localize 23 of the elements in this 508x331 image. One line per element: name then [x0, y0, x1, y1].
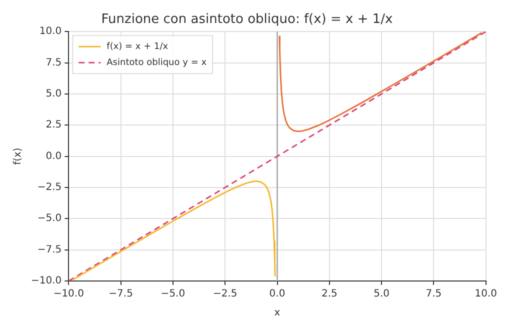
x-tick-label: 2.5: [321, 288, 338, 300]
y-tick-label: −10.0: [30, 276, 62, 287]
x-tick-label: −10.0: [53, 288, 84, 300]
x-tick-label: −2.5: [212, 288, 238, 300]
y-tick-label: −5.0: [37, 213, 62, 224]
x-tick-label: −5.0: [160, 288, 186, 300]
y-tick-label: 7.5: [46, 57, 62, 68]
legend-label: Asintoto obliquo y = x: [106, 58, 208, 68]
legend-label: f(x) = x + 1/x: [106, 42, 169, 52]
x-tick-label: −7.5: [108, 288, 133, 300]
x-tick-label: 7.5: [426, 288, 442, 300]
y-tick-label: −2.5: [37, 182, 62, 194]
x-tick-label: 5.0: [374, 288, 390, 300]
x-tick-label: 10.0: [474, 288, 497, 300]
y-tick-label: 2.5: [46, 120, 62, 131]
y-axis-title: f(x): [12, 148, 24, 165]
x-tick-label: 0.0: [269, 288, 286, 300]
y-tick-label: 10.0: [39, 26, 62, 38]
y-tick-label: 5.0: [46, 88, 62, 100]
y-tick-label: −7.5: [37, 244, 62, 256]
chart-title: Funzione con asintoto obliquo: f(x) = x + 1/x: [101, 12, 394, 28]
y-tick-label: 0.0: [46, 150, 62, 162]
x-axis-title: x: [274, 308, 280, 319]
